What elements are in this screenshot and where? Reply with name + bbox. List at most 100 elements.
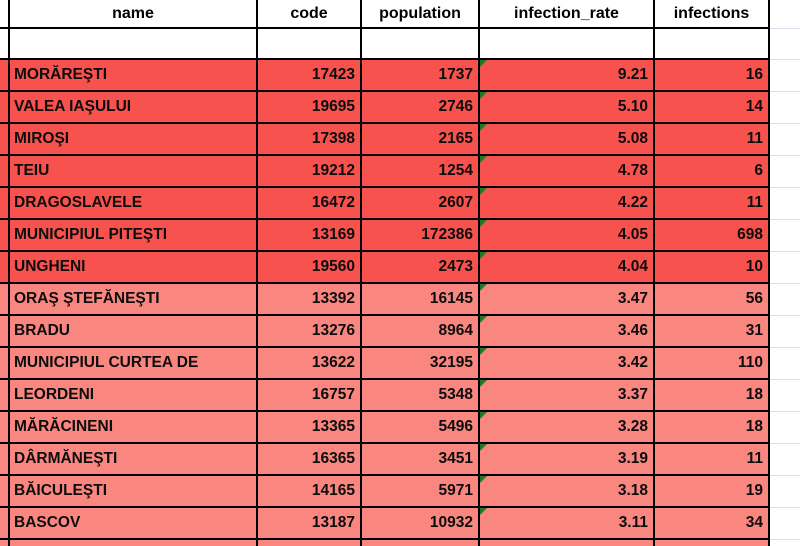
right-margin-cell [770,156,800,188]
blank-cell[interactable] [655,29,770,60]
infection-rate-value: 4.78 [617,162,648,179]
cell-population[interactable]: 3451 [362,444,480,476]
cell-population[interactable]: 5348 [362,380,480,412]
cell-infection-rate[interactable]: 4.22 [480,188,655,220]
cell-infections[interactable]: 31 [655,316,770,348]
cell-infections[interactable]: 10 [655,252,770,284]
cell-name[interactable]: MUNICIPIUL PITEŞTI [10,220,258,252]
column-header-population[interactable]: population [362,0,480,29]
cell-population[interactable]: 32195 [362,348,480,380]
cell-infection-rate[interactable]: 3.18 [480,476,655,508]
cell-name[interactable]: VALEA IAŞULUI [10,92,258,124]
cell-infection-rate[interactable]: 3.19 [480,444,655,476]
cell-code[interactable]: 17423 [258,60,362,92]
cell-population[interactable]: 10932 [362,508,480,540]
cell-name[interactable]: MIROŞI [10,124,258,156]
blank-cell[interactable] [10,29,258,60]
cell-population[interactable]: 2746 [362,92,480,124]
cell-population[interactable]: 16145 [362,284,480,316]
cell-code[interactable]: 14165 [258,476,362,508]
cell-infection-rate[interactable]: 4.05 [480,220,655,252]
cell-infection-rate[interactable]: 3.46 [480,316,655,348]
cell-infection-rate[interactable] [480,540,655,546]
cell-name[interactable]: MORĂREŞTI [10,60,258,92]
cell-name[interactable]: ORAŞ ŞTEFĂNEŞTI [10,284,258,316]
cell-population[interactable]: 8964 [362,316,480,348]
cell-infections[interactable]: 16 [655,60,770,92]
cell-name[interactable]: DÂRMĂNEŞTI [10,444,258,476]
cell-name[interactable]: TEIU [10,156,258,188]
cell-infection-rate[interactable]: 4.04 [480,252,655,284]
cell-infections[interactable]: 11 [655,444,770,476]
cell-population[interactable]: 5971 [362,476,480,508]
cell-population[interactable]: 5496 [362,412,480,444]
cell-infections[interactable]: 18 [655,380,770,412]
cell-name[interactable]: LEORDENI [10,380,258,412]
column-header-code[interactable]: code [258,0,362,29]
cell-infection-rate[interactable]: 4.78 [480,156,655,188]
cell-infections[interactable]: 11 [655,188,770,220]
cell-name[interactable] [10,540,258,546]
cell-name[interactable]: MUNICIPIUL CURTEA DE [10,348,258,380]
cell-infection-rate[interactable]: 5.08 [480,124,655,156]
cell-infections[interactable]: 34 [655,508,770,540]
table-row: LEORDENI 16757 5348 3.37 18 [0,380,800,412]
cell-code[interactable]: 19695 [258,92,362,124]
right-margin-cell [770,220,800,252]
cell-name[interactable]: UNGHENI [10,252,258,284]
cell-code[interactable]: 13392 [258,284,362,316]
blank-cell[interactable] [258,29,362,60]
cell-name[interactable]: BRADU [10,316,258,348]
cell-infection-rate[interactable]: 3.47 [480,284,655,316]
left-edge-cell [0,188,10,220]
cell-population[interactable]: 1737 [362,60,480,92]
blank-cell[interactable] [362,29,480,60]
cell-code[interactable]: 16757 [258,380,362,412]
cell-code[interactable]: 13187 [258,508,362,540]
cell-infection-rate[interactable]: 3.11 [480,508,655,540]
cell-infections[interactable]: 19 [655,476,770,508]
cell-code[interactable]: 19560 [258,252,362,284]
cell-name[interactable]: DRAGOSLAVELE [10,188,258,220]
cell-infection-rate[interactable]: 3.28 [480,412,655,444]
cell-code[interactable]: 13622 [258,348,362,380]
column-header-name[interactable]: name [10,0,258,29]
cell-infections[interactable]: 11 [655,124,770,156]
infection-rate-value: 5.10 [617,98,648,115]
cell-population[interactable]: 2607 [362,188,480,220]
column-header-infection-rate[interactable]: infection_rate [480,0,655,29]
cell-infections[interactable]: 6 [655,156,770,188]
left-edge-cell [0,476,10,508]
cell-code[interactable]: 13169 [258,220,362,252]
column-header-infections[interactable]: infections [655,0,770,29]
cell-infections[interactable]: 110 [655,348,770,380]
cell-infection-rate[interactable]: 3.42 [480,348,655,380]
cell-infections[interactable]: 56 [655,284,770,316]
cell-code[interactable]: 16472 [258,188,362,220]
cell-population[interactable]: 1254 [362,156,480,188]
cell-infection-rate[interactable]: 5.10 [480,92,655,124]
blank-cell[interactable] [480,29,655,60]
cell-name[interactable]: BASCOV [10,508,258,540]
cell-infections[interactable]: 14 [655,92,770,124]
cell-population[interactable] [362,540,480,546]
cell-infections[interactable]: 18 [655,412,770,444]
cell-infections[interactable]: 698 [655,220,770,252]
cell-infection-rate[interactable]: 9.21 [480,60,655,92]
cell-infection-rate[interactable]: 3.37 [480,380,655,412]
cell-code[interactable] [258,540,362,546]
cell-code[interactable]: 13276 [258,316,362,348]
cell-code[interactable]: 19212 [258,156,362,188]
left-edge-cell [0,380,10,412]
cell-infections[interactable] [655,540,770,546]
cell-code[interactable]: 17398 [258,124,362,156]
cell-population[interactable]: 2473 [362,252,480,284]
cell-code[interactable]: 13365 [258,412,362,444]
cell-code[interactable]: 16365 [258,444,362,476]
cell-population[interactable]: 172386 [362,220,480,252]
cell-name[interactable]: MĂRĂCINENI [10,412,258,444]
cell-name[interactable]: BĂICULEŞTI [10,476,258,508]
left-edge-cell [0,220,10,252]
cell-population[interactable]: 2165 [362,124,480,156]
